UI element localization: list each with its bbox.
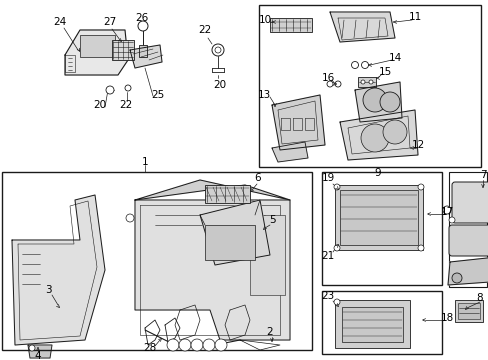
Circle shape	[448, 217, 454, 223]
Text: 20: 20	[213, 80, 226, 90]
Text: 21: 21	[321, 251, 334, 261]
Text: 12: 12	[410, 140, 424, 150]
Circle shape	[125, 85, 131, 91]
Circle shape	[29, 345, 35, 351]
Text: 26: 26	[135, 13, 148, 23]
Circle shape	[326, 81, 332, 87]
Circle shape	[138, 21, 148, 31]
Text: 24: 24	[53, 17, 66, 27]
Polygon shape	[130, 45, 162, 68]
Text: 4: 4	[35, 351, 41, 360]
Bar	[269, 18, 311, 32]
Circle shape	[179, 339, 191, 351]
Polygon shape	[65, 30, 128, 75]
Circle shape	[215, 47, 221, 53]
Text: 22: 22	[198, 25, 211, 35]
Bar	[249, 215, 285, 295]
FancyBboxPatch shape	[451, 182, 488, 223]
Polygon shape	[200, 200, 269, 265]
Bar	[112, 40, 134, 60]
Text: 15: 15	[378, 67, 391, 77]
Circle shape	[126, 214, 134, 222]
Text: 18: 18	[440, 313, 453, 323]
Polygon shape	[339, 110, 417, 160]
Bar	[334, 185, 422, 250]
Text: 10: 10	[258, 15, 271, 25]
Circle shape	[167, 339, 179, 351]
Bar	[80, 35, 115, 57]
Circle shape	[382, 120, 406, 144]
Polygon shape	[135, 180, 289, 200]
Circle shape	[333, 184, 339, 190]
Text: 6: 6	[254, 173, 261, 183]
Polygon shape	[271, 95, 325, 150]
Bar	[341, 307, 402, 342]
Bar	[448, 172, 486, 287]
Text: 5: 5	[268, 215, 275, 225]
Text: 14: 14	[387, 53, 401, 63]
Polygon shape	[329, 12, 394, 42]
Text: 9: 9	[374, 168, 381, 178]
Circle shape	[215, 339, 226, 351]
Circle shape	[333, 245, 339, 251]
Bar	[334, 300, 409, 348]
Circle shape	[417, 245, 423, 251]
Text: 16: 16	[321, 73, 334, 83]
Circle shape	[203, 339, 215, 351]
Circle shape	[360, 124, 388, 152]
Polygon shape	[28, 345, 52, 358]
Bar	[204, 185, 249, 203]
Text: 1: 1	[142, 157, 148, 167]
Bar	[2, 172, 311, 350]
Bar	[259, 5, 480, 167]
Circle shape	[451, 273, 461, 283]
Bar	[454, 300, 482, 322]
Polygon shape	[271, 142, 307, 162]
Bar	[321, 172, 441, 285]
Text: 25: 25	[151, 90, 164, 100]
Polygon shape	[354, 82, 401, 122]
Circle shape	[351, 62, 358, 68]
Circle shape	[212, 44, 224, 56]
Text: 28: 28	[143, 343, 156, 353]
Bar	[357, 77, 375, 87]
Text: 11: 11	[407, 12, 421, 22]
Text: 22: 22	[119, 100, 132, 110]
Polygon shape	[447, 255, 488, 285]
Circle shape	[417, 184, 423, 190]
Circle shape	[360, 80, 364, 84]
Polygon shape	[135, 200, 289, 340]
Circle shape	[361, 62, 368, 68]
Text: 7: 7	[479, 170, 486, 180]
Circle shape	[442, 206, 450, 214]
Bar	[457, 303, 479, 319]
Text: 13: 13	[257, 90, 270, 100]
Bar	[139, 45, 147, 57]
Text: 3: 3	[44, 285, 51, 295]
Text: 19: 19	[321, 173, 334, 183]
Circle shape	[106, 86, 114, 94]
Text: 8: 8	[476, 293, 482, 303]
Circle shape	[379, 92, 399, 112]
Circle shape	[334, 81, 340, 87]
Text: 17: 17	[440, 207, 453, 217]
Circle shape	[362, 88, 386, 112]
Circle shape	[191, 339, 203, 351]
Text: 2: 2	[266, 327, 273, 337]
Bar	[339, 190, 417, 245]
Text: 23: 23	[321, 291, 334, 301]
Circle shape	[368, 80, 372, 84]
Text: 20: 20	[93, 100, 106, 110]
Circle shape	[333, 299, 339, 305]
FancyBboxPatch shape	[448, 225, 488, 256]
Text: 27: 27	[103, 17, 116, 27]
Bar	[204, 225, 254, 260]
Polygon shape	[12, 195, 105, 345]
Bar	[321, 291, 441, 354]
